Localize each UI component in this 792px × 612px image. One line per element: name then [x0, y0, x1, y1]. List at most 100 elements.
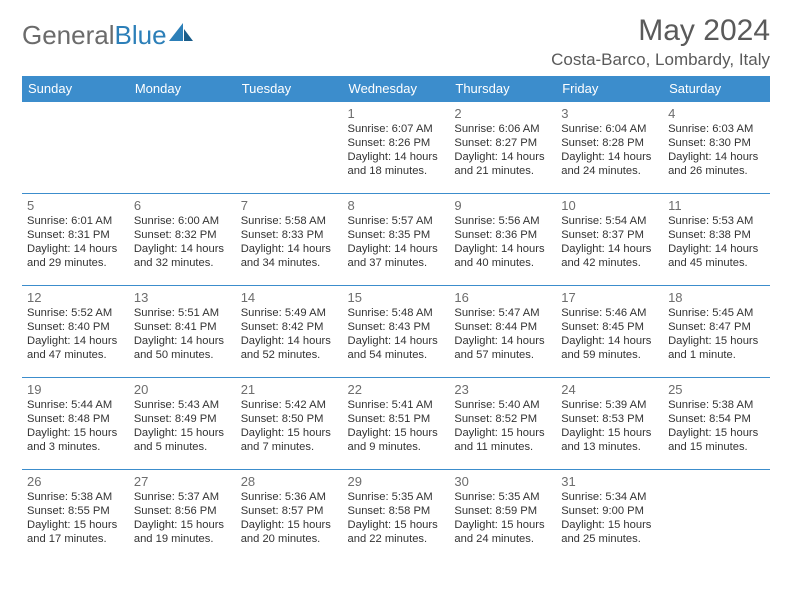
calendar-table: Sunday Monday Tuesday Wednesday Thursday…: [22, 76, 770, 562]
sunrise-line: Sunrise: 5:46 AM: [561, 306, 658, 320]
calendar-cell: 3Sunrise: 6:04 AMSunset: 8:28 PMDaylight…: [556, 102, 663, 194]
sunrise-line: Sunrise: 5:44 AM: [27, 398, 124, 412]
daylight-line: and 13 minutes.: [561, 440, 658, 454]
calendar-row: 26Sunrise: 5:38 AMSunset: 8:55 PMDayligh…: [22, 470, 770, 562]
daylight-line: and 18 minutes.: [348, 164, 445, 178]
sunset-line: Sunset: 8:59 PM: [454, 504, 551, 518]
sunset-line: Sunset: 8:30 PM: [668, 136, 765, 150]
daylight-line: Daylight: 14 hours: [454, 334, 551, 348]
calendar-cell: 9Sunrise: 5:56 AMSunset: 8:36 PMDaylight…: [449, 194, 556, 286]
calendar-cell: 30Sunrise: 5:35 AMSunset: 8:59 PMDayligh…: [449, 470, 556, 562]
sunset-line: Sunset: 8:28 PM: [561, 136, 658, 150]
sunset-line: Sunset: 8:53 PM: [561, 412, 658, 426]
calendar-cell: 10Sunrise: 5:54 AMSunset: 8:37 PMDayligh…: [556, 194, 663, 286]
daylight-line: Daylight: 14 hours: [348, 150, 445, 164]
sunrise-line: Sunrise: 5:57 AM: [348, 214, 445, 228]
day-number: 25: [668, 382, 765, 397]
calendar-cell: 12Sunrise: 5:52 AMSunset: 8:40 PMDayligh…: [22, 286, 129, 378]
day-number: 6: [134, 198, 231, 213]
sunset-line: Sunset: 8:26 PM: [348, 136, 445, 150]
sunrise-line: Sunrise: 5:49 AM: [241, 306, 338, 320]
sunset-line: Sunset: 8:43 PM: [348, 320, 445, 334]
daylight-line: and 59 minutes.: [561, 348, 658, 362]
sunset-line: Sunset: 8:44 PM: [454, 320, 551, 334]
sunset-line: Sunset: 8:52 PM: [454, 412, 551, 426]
calendar-cell: 16Sunrise: 5:47 AMSunset: 8:44 PMDayligh…: [449, 286, 556, 378]
daylight-line: and 29 minutes.: [27, 256, 124, 270]
daylight-line: Daylight: 14 hours: [348, 334, 445, 348]
daylight-line: and 3 minutes.: [27, 440, 124, 454]
month-title: May 2024: [551, 14, 770, 48]
sunset-line: Sunset: 8:56 PM: [134, 504, 231, 518]
sunrise-line: Sunrise: 5:48 AM: [348, 306, 445, 320]
calendar-cell: 11Sunrise: 5:53 AMSunset: 8:38 PMDayligh…: [663, 194, 770, 286]
day-number: 7: [241, 198, 338, 213]
sunrise-line: Sunrise: 5:40 AM: [454, 398, 551, 412]
daylight-line: and 5 minutes.: [134, 440, 231, 454]
daylight-line: and 21 minutes.: [454, 164, 551, 178]
daylight-line: and 42 minutes.: [561, 256, 658, 270]
day-number: 24: [561, 382, 658, 397]
sunset-line: Sunset: 8:41 PM: [134, 320, 231, 334]
daylight-line: and 19 minutes.: [134, 532, 231, 546]
day-number: 3: [561, 106, 658, 121]
daylight-line: Daylight: 15 hours: [134, 518, 231, 532]
calendar-cell: 26Sunrise: 5:38 AMSunset: 8:55 PMDayligh…: [22, 470, 129, 562]
sunrise-line: Sunrise: 5:42 AM: [241, 398, 338, 412]
daylight-line: and 50 minutes.: [134, 348, 231, 362]
logo-text-gray: General: [22, 20, 115, 50]
calendar-cell: 5Sunrise: 6:01 AMSunset: 8:31 PMDaylight…: [22, 194, 129, 286]
calendar-row: 1Sunrise: 6:07 AMSunset: 8:26 PMDaylight…: [22, 102, 770, 194]
calendar-cell: 18Sunrise: 5:45 AMSunset: 8:47 PMDayligh…: [663, 286, 770, 378]
day-number: 27: [134, 474, 231, 489]
calendar-row: 19Sunrise: 5:44 AMSunset: 8:48 PMDayligh…: [22, 378, 770, 470]
daylight-line: and 25 minutes.: [561, 532, 658, 546]
daylight-line: Daylight: 15 hours: [241, 426, 338, 440]
sunrise-line: Sunrise: 5:58 AM: [241, 214, 338, 228]
sunrise-line: Sunrise: 5:35 AM: [348, 490, 445, 504]
sunset-line: Sunset: 8:35 PM: [348, 228, 445, 242]
daylight-line: Daylight: 15 hours: [454, 518, 551, 532]
calendar-cell: 15Sunrise: 5:48 AMSunset: 8:43 PMDayligh…: [343, 286, 450, 378]
daylight-line: and 15 minutes.: [668, 440, 765, 454]
daylight-line: and 52 minutes.: [241, 348, 338, 362]
calendar-cell: 13Sunrise: 5:51 AMSunset: 8:41 PMDayligh…: [129, 286, 236, 378]
sunrise-line: Sunrise: 6:07 AM: [348, 122, 445, 136]
daylight-line: Daylight: 15 hours: [241, 518, 338, 532]
calendar-row: 5Sunrise: 6:01 AMSunset: 8:31 PMDaylight…: [22, 194, 770, 286]
calendar-cell: 8Sunrise: 5:57 AMSunset: 8:35 PMDaylight…: [343, 194, 450, 286]
sunrise-line: Sunrise: 5:34 AM: [561, 490, 658, 504]
day-number: 13: [134, 290, 231, 305]
sunset-line: Sunset: 8:51 PM: [348, 412, 445, 426]
day-number: 9: [454, 198, 551, 213]
daylight-line: Daylight: 14 hours: [561, 150, 658, 164]
daylight-line: Daylight: 15 hours: [348, 518, 445, 532]
header: GeneralBlue May 2024 Costa-Barco, Lombar…: [22, 14, 770, 70]
day-number: 17: [561, 290, 658, 305]
sunrise-line: Sunrise: 5:47 AM: [454, 306, 551, 320]
weekday-header: Wednesday: [343, 76, 450, 102]
calendar-cell: 21Sunrise: 5:42 AMSunset: 8:50 PMDayligh…: [236, 378, 343, 470]
daylight-line: and 9 minutes.: [348, 440, 445, 454]
weekday-header-row: Sunday Monday Tuesday Wednesday Thursday…: [22, 76, 770, 102]
daylight-line: Daylight: 15 hours: [134, 426, 231, 440]
weekday-header: Monday: [129, 76, 236, 102]
sunrise-line: Sunrise: 6:04 AM: [561, 122, 658, 136]
sunset-line: Sunset: 8:36 PM: [454, 228, 551, 242]
daylight-line: and 26 minutes.: [668, 164, 765, 178]
sunset-line: Sunset: 8:37 PM: [561, 228, 658, 242]
daylight-line: Daylight: 15 hours: [668, 426, 765, 440]
sunset-line: Sunset: 8:55 PM: [27, 504, 124, 518]
daylight-line: Daylight: 15 hours: [454, 426, 551, 440]
sunrise-line: Sunrise: 5:36 AM: [241, 490, 338, 504]
day-number: 22: [348, 382, 445, 397]
calendar-cell: 19Sunrise: 5:44 AMSunset: 8:48 PMDayligh…: [22, 378, 129, 470]
sunset-line: Sunset: 8:49 PM: [134, 412, 231, 426]
day-number: 18: [668, 290, 765, 305]
day-number: 28: [241, 474, 338, 489]
day-number: 29: [348, 474, 445, 489]
day-number: 1: [348, 106, 445, 121]
calendar-cell: [663, 470, 770, 562]
calendar-cell: 6Sunrise: 6:00 AMSunset: 8:32 PMDaylight…: [129, 194, 236, 286]
daylight-line: and 45 minutes.: [668, 256, 765, 270]
